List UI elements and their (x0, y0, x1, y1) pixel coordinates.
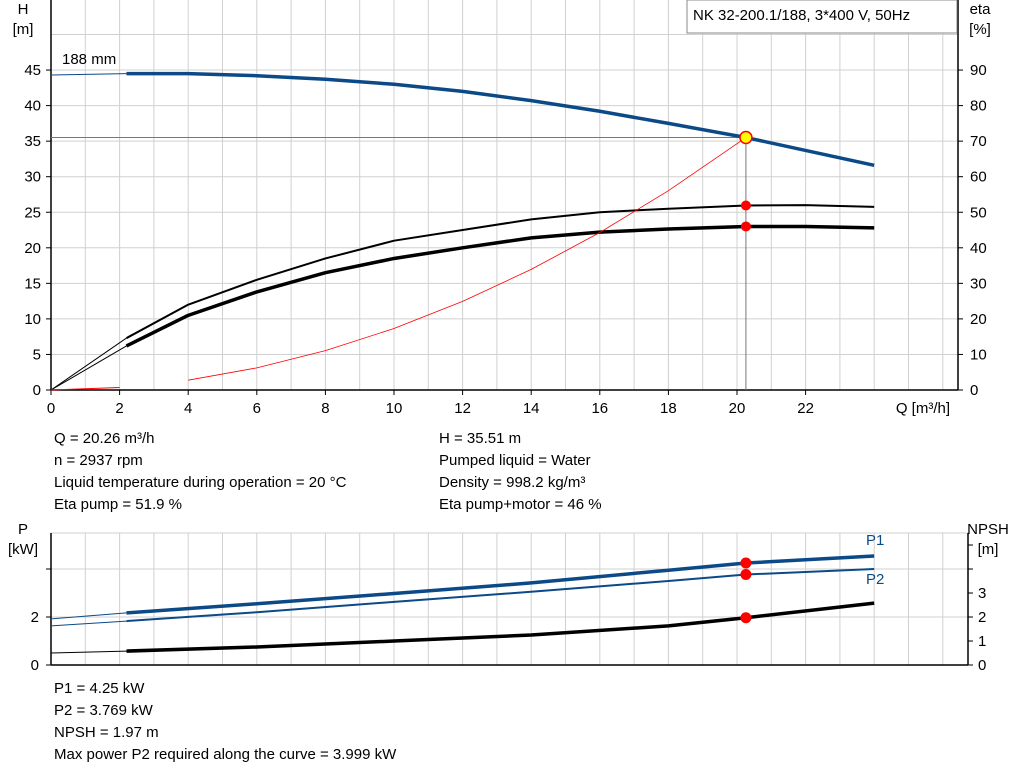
x-tick-label: 0 (47, 400, 55, 417)
y-tick-label: 15 (24, 275, 41, 292)
y2-tick-label: 2 (978, 609, 986, 626)
y-tick-label: 0 (31, 657, 39, 674)
series-label-p1: P1 (866, 532, 884, 549)
x-tick-label: 8 (321, 400, 329, 417)
y-tick-label: 45 (24, 62, 41, 79)
eta-pump-curve (125, 204, 875, 339)
eta-pump-motor-point (740, 221, 751, 232)
y2-tick-label: 80 (970, 98, 987, 115)
head-chart-grid: 0 2 4 6 8 10 12 14 16 18 20 22 0 5 10 15 20 25 30 35 40 45 0 10… (24, 0, 987, 417)
y-tick-label: 25 (24, 204, 41, 221)
y2-tick-label: 60 (970, 169, 987, 186)
info-npsh: NPSH = 1.97 m (54, 724, 159, 741)
npsh-curve-extension (50, 650, 127, 654)
system-curve-extension (50, 387, 120, 391)
x-tick-label: 6 (253, 400, 261, 417)
info-flow: Q = 20.26 m³/h (54, 430, 155, 447)
x-tick-label: 4 (184, 400, 192, 417)
info-eta-pump-motor: Eta pump+motor = 46 % (439, 496, 602, 513)
info-bottom: P1 = 4.25 kW P2 = 3.769 kW NPSH = 1.97 m… (54, 678, 396, 766)
npsh-curve (126, 601, 875, 653)
p1-point (740, 557, 752, 569)
power-chart-grid: 0 2 0 1 2 3 (31, 532, 986, 674)
power-p1-curve (126, 554, 875, 615)
info-temperature: Liquid temperature during operation = 20… (54, 474, 347, 491)
y-axis-label-p: P [kW] (8, 521, 38, 558)
x-tick-label: 20 (729, 400, 746, 417)
y2-tick-label: 20 (970, 311, 987, 328)
curve-label: 188 mm (62, 51, 116, 68)
eta-pump-curve-extension (50, 337, 127, 391)
info-head: H = 35.51 m (439, 430, 522, 447)
chart-title: NK 32-200.1/188, 3*400 V, 50Hz (693, 7, 910, 24)
y2-tick-label: 10 (970, 346, 987, 363)
y2-tick-label: 50 (970, 204, 987, 221)
duty-point (739, 130, 753, 145)
y2-tick-label: 70 (970, 133, 987, 150)
info-p2: P2 = 3.769 kW (54, 702, 153, 719)
y-tick-label: 10 (24, 311, 41, 328)
x-tick-label: 22 (797, 400, 814, 417)
info-top-right: H = 35.51 m Pumped liquid = Water Densit… (439, 428, 602, 516)
info-speed: n = 2937 rpm (54, 452, 143, 469)
title-box (686, 0, 958, 34)
y-tick-label: 40 (24, 98, 41, 115)
y-tick-label: 30 (24, 169, 41, 186)
y2-tick-label: 30 (970, 275, 987, 292)
y2-axis-label-npsh: NPSH [m] (967, 521, 1009, 558)
x-tick-label: 10 (386, 400, 403, 417)
info-liquid: Pumped liquid = Water (439, 452, 591, 469)
y2-tick-label: 0 (970, 382, 978, 399)
npsh-point (740, 612, 752, 624)
system-curve (188, 137, 747, 381)
info-max-p2: Max power P2 required along the curve = … (54, 746, 397, 763)
info-eta-pump: Eta pump = 51.9 % (54, 496, 182, 513)
x-tick-label: 12 (454, 400, 471, 417)
power-p2-curve-extension (50, 620, 127, 627)
power-p1-curve-extension (50, 612, 127, 620)
eta-pump-motor-curve-extension (50, 345, 127, 391)
info-density: Density = 998.2 kg/m³ (439, 474, 586, 491)
y2-tick-label: 3 (978, 585, 986, 602)
y2-tick-label: 0 (978, 657, 986, 674)
x-tick-label: 18 (660, 400, 677, 417)
info-p1: P1 = 4.25 kW (54, 680, 145, 697)
y2-axis-label-eta: eta [%] (969, 1, 991, 38)
y2-tick-label: 40 (970, 240, 987, 257)
head-curve (126, 71, 875, 168)
p2-point (740, 569, 752, 581)
head-curve-extension (50, 73, 127, 76)
y-tick-label: 5 (33, 346, 41, 363)
series-label-p2: P2 (866, 571, 884, 588)
x-tick-label: 16 (591, 400, 608, 417)
y2-tick-label: 1 (978, 633, 986, 650)
y-tick-label: 2 (31, 609, 39, 626)
y2-tick-label: 90 (970, 62, 987, 79)
x-axis-label: Q [m³/h] (896, 400, 950, 417)
info-top-left: Q = 20.26 m³/h n = 2937 rpm Liquid tempe… (54, 428, 346, 516)
power-p2-curve (126, 568, 875, 623)
y-tick-label: 0 (33, 382, 41, 399)
eta-pump-motor-curve (125, 224, 875, 348)
y-tick-label: 20 (24, 240, 41, 257)
y-axis-label-h: H [m] (13, 1, 34, 38)
x-tick-label: 14 (523, 400, 540, 417)
x-tick-label: 2 (115, 400, 123, 417)
y-tick-label: 35 (24, 133, 41, 150)
eta-pump-point (740, 200, 751, 211)
